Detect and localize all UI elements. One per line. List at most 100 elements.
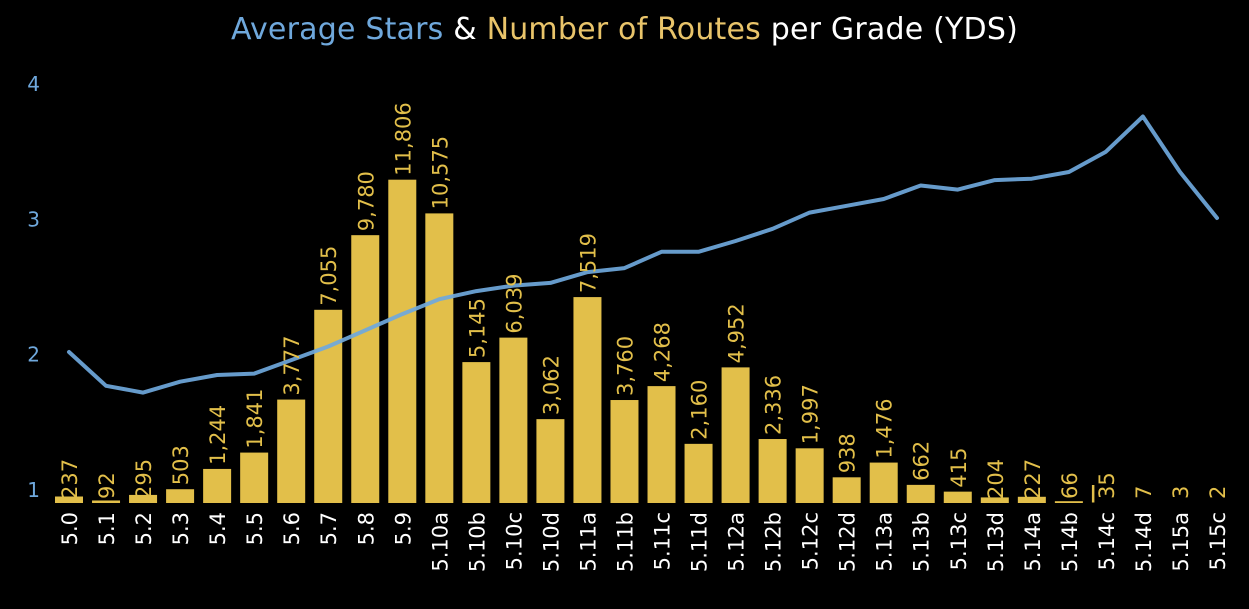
line-layer [67,114,1219,395]
x-tick-label: 5.3 [169,512,193,545]
x-tick-label: 5.13a [873,512,897,572]
x-tick-label: 5.8 [354,512,378,545]
bar [610,400,639,503]
bar [758,439,787,503]
x-tick-label: 5.12c [799,512,823,570]
x-tick-label: 5.11a [577,512,601,572]
bar-value-label: 237 [58,459,82,499]
bar-value-label: 92 [95,472,119,499]
bar-value-label: 2,336 [762,375,786,435]
bar-value-label: 3 [1169,486,1193,499]
bar [92,500,121,503]
bar-value-label: 503 [169,445,193,485]
bar [573,297,602,503]
x-tick-label: 5.2 [132,512,156,545]
x-tick-label: 5.9 [391,512,415,545]
bar [869,462,898,503]
x-tick-label: 5.12a [725,512,749,572]
x-tick-label: 5.7 [317,512,341,545]
title-part-number-of-routes: Number of Routes [486,12,761,47]
x-tick-label: 5.15a [1169,512,1193,572]
bar [943,491,972,503]
bar-value-label: 5,145 [465,298,489,358]
bar-value-label: 7,055 [317,246,341,306]
bar [795,448,824,503]
y-tick-label: 2 [27,343,40,367]
x-tick-label: 5.0 [58,512,82,545]
bar-value-label: 2,160 [688,380,712,440]
bar [684,443,713,503]
bar-value-label: 7,519 [577,233,601,293]
bar-value-label: 295 [132,459,156,499]
bar [980,497,1009,503]
x-tick-label: 5.10c [502,512,526,570]
bar [906,484,935,503]
bar-value-label: 3,777 [280,335,304,395]
x-tick-label: 5.13c [947,512,971,570]
bar [166,489,195,503]
x-tick-label: 5.13d [984,512,1008,572]
title-part-average-stars: Average Stars [231,12,444,47]
bar [536,419,565,503]
bar [277,399,306,503]
x-tick-label: 5.11b [614,512,638,572]
average-stars-line [67,114,1219,395]
bar [203,468,232,503]
bar-value-label: 2 [1206,486,1230,499]
bar-value-label: 1,841 [243,388,267,448]
title-part-ampersand: & [443,12,487,47]
x-tick-label: 5.14a [1021,512,1045,572]
bar [462,362,491,503]
bar-value-label: 66 [1058,472,1082,499]
bar [351,235,380,503]
chart-title: Average Stars & Number of Routes per Gra… [0,12,1249,47]
bar [1091,485,1095,503]
x-tick-label: 5.11c [651,512,675,570]
x-tick-label: 5.14c [1095,512,1119,570]
bar-value-label: 10,575 [428,136,452,209]
y-axis: 1 2 3 4 [27,72,40,502]
x-tick-label: 5.12b [762,512,786,572]
x-tick-label: 5.10a [428,512,452,572]
x-tick-label: 5.10d [539,512,563,572]
x-tick-label: 5.13b [910,512,934,572]
x-tick-label: 5.4 [206,512,230,545]
bar-value-label: 938 [836,433,860,473]
bar [647,386,676,503]
bar [129,494,158,503]
x-tick-label: 5.10b [465,512,489,572]
bar [1017,496,1046,503]
x-tick-label: 5.14d [1132,512,1156,572]
bar-value-label: 11,806 [391,102,415,175]
bar-value-label: 662 [910,441,934,481]
bar-value-label: 35 [1095,472,1119,499]
bar [240,452,269,503]
bar-value-label: 204 [984,459,1008,499]
bar-value-label: 1,997 [799,384,823,444]
bar [388,179,417,503]
x-tick-label: 5.11d [688,512,712,572]
bar-value-label: 3,062 [539,355,563,415]
y-tick-label: 3 [27,207,40,231]
bar-value-label: 9,780 [354,171,378,231]
x-axis: 5.0 5.1 5.2 5.3 5.4 5.5 5.6 5.7 5.8 5.9 5.10a 5.10b… [58,512,1230,572]
bar-value-label: 3,760 [614,336,638,396]
bar-value-label: 1,476 [873,398,897,458]
bar [832,477,861,503]
x-tick-label: 5.6 [280,512,304,545]
bar [499,337,528,503]
x-tick-label: 5.1 [95,512,119,545]
bar-labels-layer: 237 92 295 503 1,244 1,841 3,777 7,055 9,780 11,8… [58,102,1230,499]
bar-value-label: 4,952 [725,303,749,363]
x-tick-label: 5.15c [1206,512,1230,570]
bar-value-label: 6,039 [502,273,526,333]
y-tick-label: 1 [27,478,40,502]
y-tick-label: 4 [27,72,40,96]
bar-value-label: 7 [1132,486,1156,499]
x-tick-label: 5.14b [1058,512,1082,572]
bar-value-label: 4,268 [651,322,675,382]
x-tick-label: 5.12d [836,512,860,572]
bar-value-label: 1,244 [206,405,230,465]
